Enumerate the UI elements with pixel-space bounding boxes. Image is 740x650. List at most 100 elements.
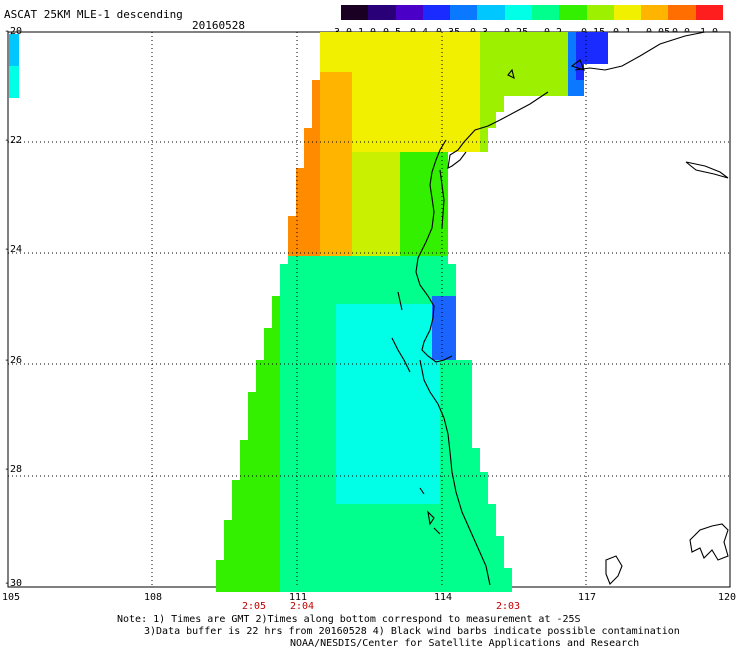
swath-cell [544,40,552,48]
swath-cell [416,512,424,520]
coastline-north [574,31,706,71]
swath-cell [248,520,256,528]
swath-cell [320,272,328,280]
swath-cell [464,504,472,512]
swath-cell [408,520,416,528]
swath-cell [352,576,360,584]
swath-cell [312,144,320,152]
swath-cell [376,496,384,504]
swath-cell [336,160,344,168]
swath-cell [352,240,360,248]
swath-cell [416,48,424,56]
swath-cell [336,280,344,288]
swath-cell [368,112,376,120]
swath-cell [304,408,312,416]
landmass-southeast [689,523,729,561]
swath-cell [280,552,288,560]
swath-cell [288,424,296,432]
swath-cell [392,80,400,88]
swath-cell [304,512,312,520]
swath-cell [304,232,312,240]
swath-cell [488,48,496,56]
island-dirk-hartog [397,291,403,311]
swath-cell [384,448,392,456]
swath-cell [328,168,336,176]
swath-cell [360,544,368,552]
swath-cell [432,552,440,560]
swath-cell [480,488,488,496]
swath-cell [480,104,488,112]
swath-cell [280,448,288,456]
swath-cell [304,568,312,576]
swath-cell [432,168,440,176]
swath-cell [480,584,488,592]
swath-cell [280,320,288,328]
swath-cell [360,424,368,432]
swath-cell [392,392,400,400]
swath-cell [416,552,424,560]
swath-cell [408,536,416,544]
swath-cell [368,280,376,288]
swath-cell [312,312,320,320]
swath-cell [224,560,232,568]
swath-cell [368,416,376,424]
swath-cell [280,352,288,360]
island [433,527,441,535]
swath-cell [416,104,424,112]
swath-cell [328,352,336,360]
swath-cell [448,136,456,144]
swath-cell [408,72,416,80]
swath-cell [400,272,408,280]
swath-cell [312,160,320,168]
swath-cell [392,240,400,248]
swath-cell [432,336,440,344]
swath-cell [224,552,232,560]
swath-cell [384,64,392,72]
swath-cell [400,280,408,288]
swath-cell [312,528,320,536]
swath-cell [480,64,488,72]
swath-cell [352,96,360,104]
swath-cell [448,344,456,352]
swath-cell [360,280,368,288]
swath-cell [416,544,424,552]
swath-cell [384,440,392,448]
swath-cell [384,536,392,544]
swath-cell [392,488,400,496]
swath-cell [288,448,296,456]
swath-cell [296,424,304,432]
swath-cell [472,88,480,96]
swath-cell [304,400,312,408]
swath-cell [248,552,256,560]
swath-cell [400,112,408,120]
swath-cell [456,112,464,120]
swath-cell [408,448,416,456]
swath-cell [368,440,376,448]
swath-cell [424,416,432,424]
swath-cell [456,104,464,112]
swath-cell [424,128,432,136]
swath-cell [472,480,480,488]
swath-cell [560,88,568,96]
swath-cell [248,392,256,400]
swath-cell [376,344,384,352]
swath-cell [432,248,440,256]
swath-cell [528,64,536,72]
swath-cell [480,112,488,120]
swath-cell [344,288,352,296]
swath-cell [360,48,368,56]
swath-cell [544,56,552,64]
swath-cell [416,72,424,80]
swath-cell [432,456,440,464]
swath-cell [432,48,440,56]
swath-cell [496,32,504,40]
swath-cell [336,480,344,488]
swath-cell [336,152,344,160]
swath-cell [416,352,424,360]
swath-cell [280,424,288,432]
swath-cell [384,208,392,216]
swath-cell [480,80,488,88]
swath-cell [352,432,360,440]
swath-cell [592,56,600,64]
swath-cell [400,480,408,488]
